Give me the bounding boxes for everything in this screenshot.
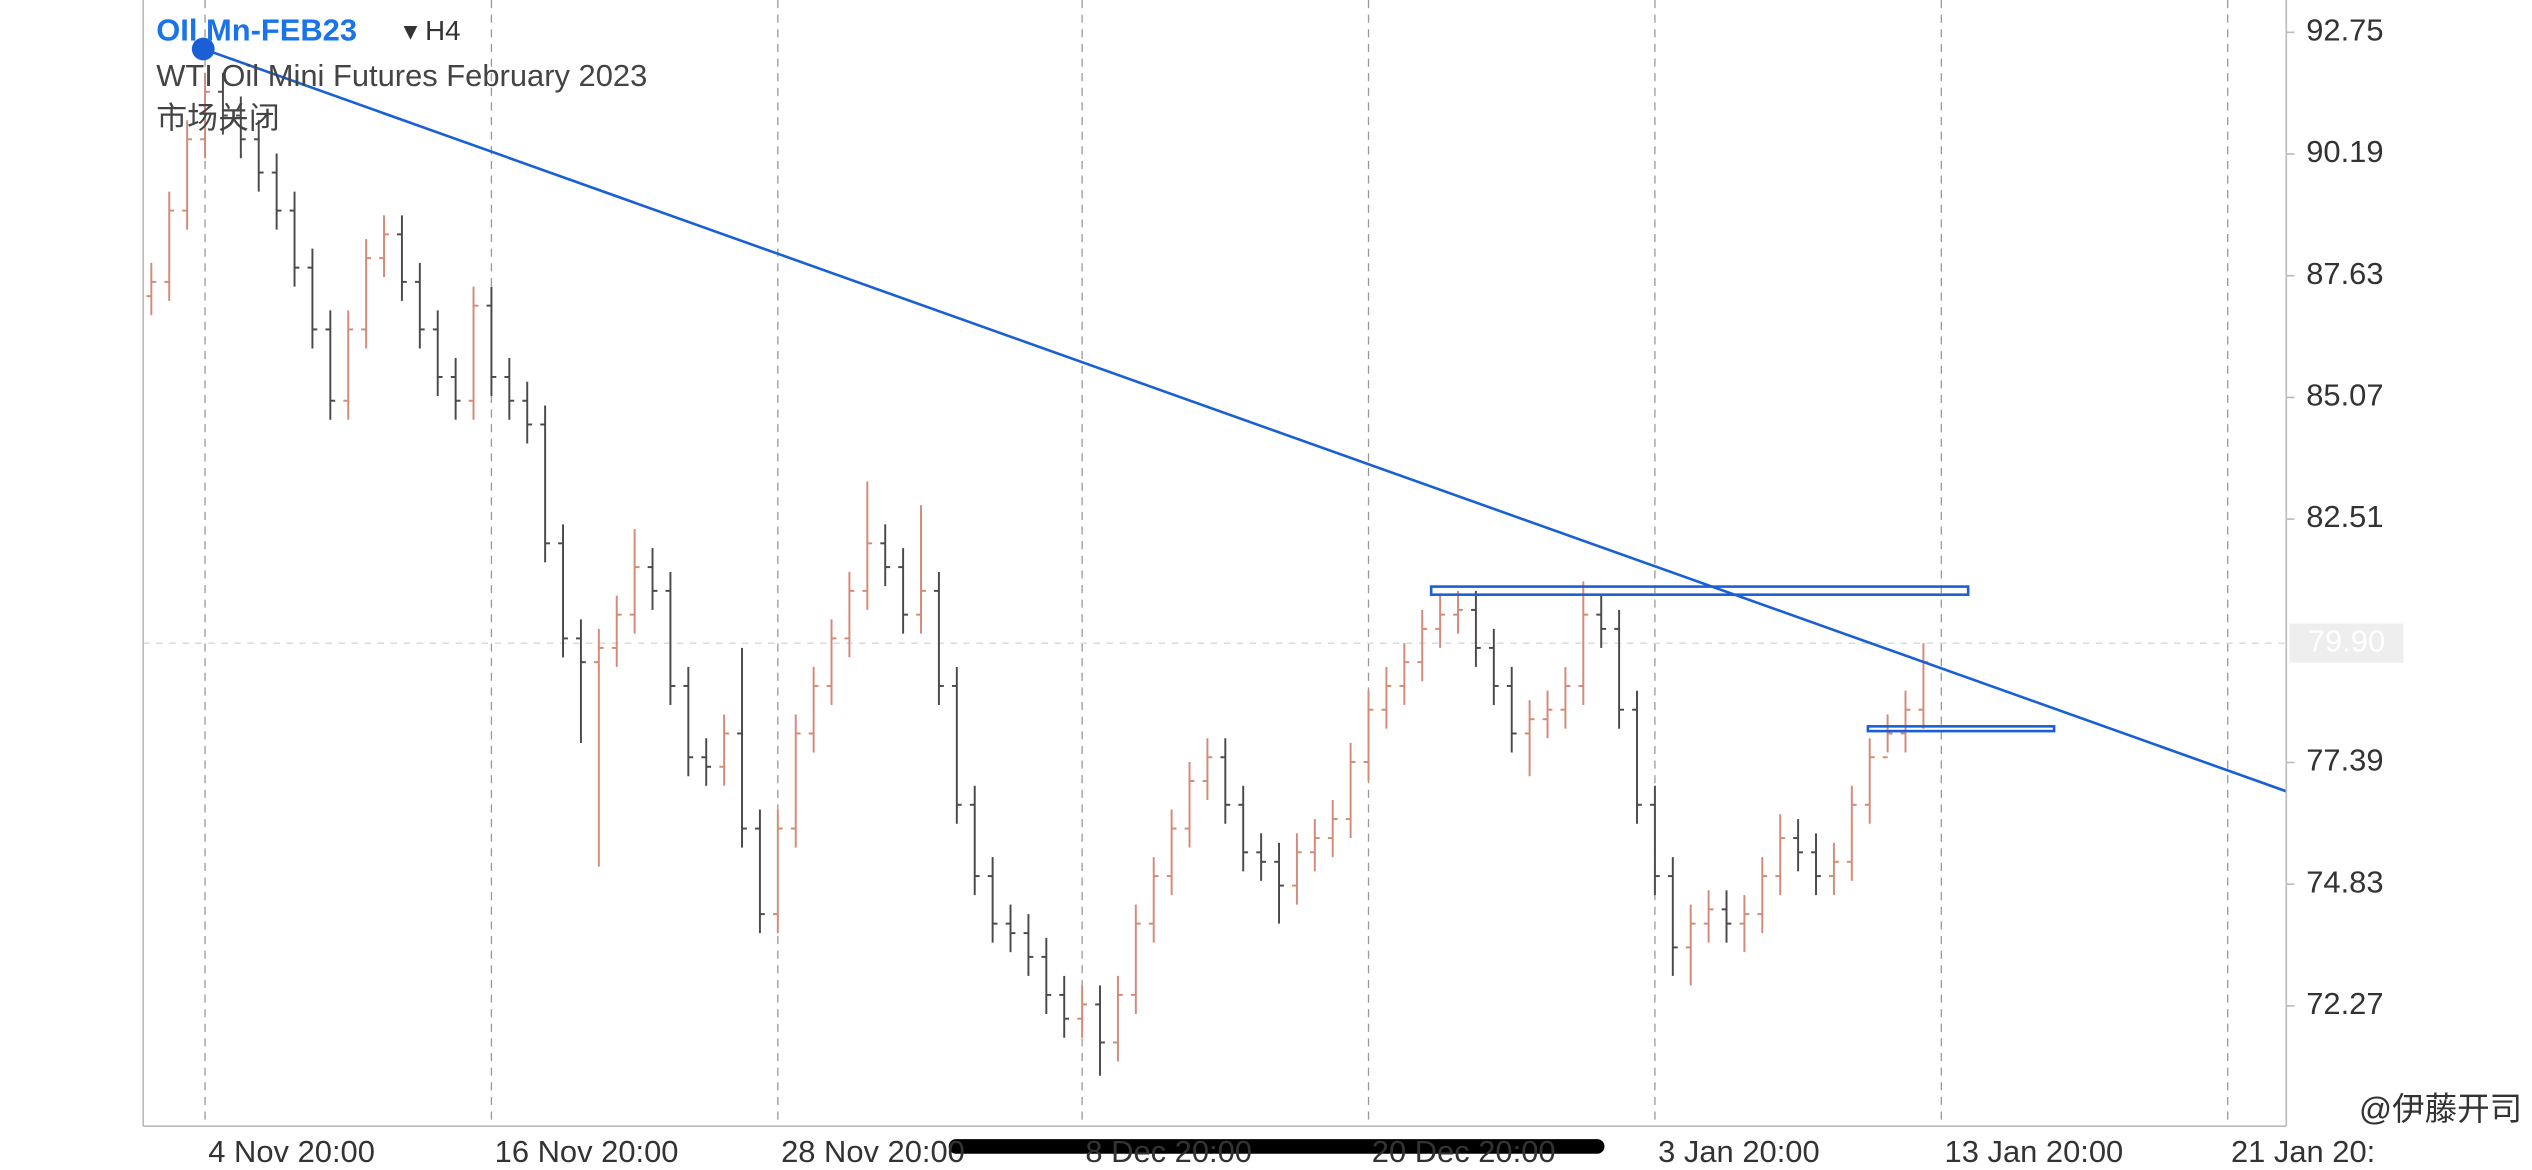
zone (1866, 725, 2056, 733)
trendline-handle (191, 37, 215, 61)
y-tick-label: 82.51 (2306, 499, 2383, 534)
x-tick-label: 28 Nov 20:00 (781, 1134, 965, 1169)
symbol[interactable]: OIl Mn-FEB23 (156, 13, 357, 48)
x-tick-label: 20 Dec 20:00 (1372, 1134, 1556, 1169)
y-tick-label: 85.07 (2306, 378, 2383, 413)
y-tick-label: 74.83 (2306, 864, 2383, 899)
x-tick-label: 21 Jan 20: (2231, 1134, 2375, 1169)
zone (1429, 585, 1970, 596)
overlay (191, 37, 2288, 793)
home-indicator (948, 1139, 1605, 1154)
y-tick-label: 90.19 (2306, 134, 2383, 169)
y-tick-label: 87.63 (2306, 256, 2383, 291)
bars (146, 72, 1929, 1076)
x-tick-label: 8 Dec 20:00 (1085, 1134, 1252, 1169)
x-tick-label: 4 Nov 20:00 (208, 1134, 375, 1169)
y-tick-label: 77.39 (2306, 743, 2383, 778)
grid (143, 0, 2295, 1127)
market-status: 市场关闭 (156, 100, 280, 135)
watermark: @伊藤开司 (2359, 1091, 2522, 1127)
y-tick-label: 92.75 (2306, 12, 2383, 47)
last-price-label: 79.90 (2308, 623, 2385, 658)
x-tick-label: 3 Jan 20:00 (1658, 1134, 1819, 1169)
x-tick-label: 13 Jan 20:00 (1945, 1134, 2124, 1169)
x-tick-label: 16 Nov 20:00 (495, 1134, 679, 1169)
timeframe[interactable]: ▾ H4 (404, 15, 461, 46)
last-price-box (2289, 623, 2404, 663)
chart-title: WTI Oil Mini Futures February 2023 (156, 58, 647, 93)
trendline (202, 47, 2288, 793)
y-tick-label: 72.27 (2306, 986, 2383, 1021)
